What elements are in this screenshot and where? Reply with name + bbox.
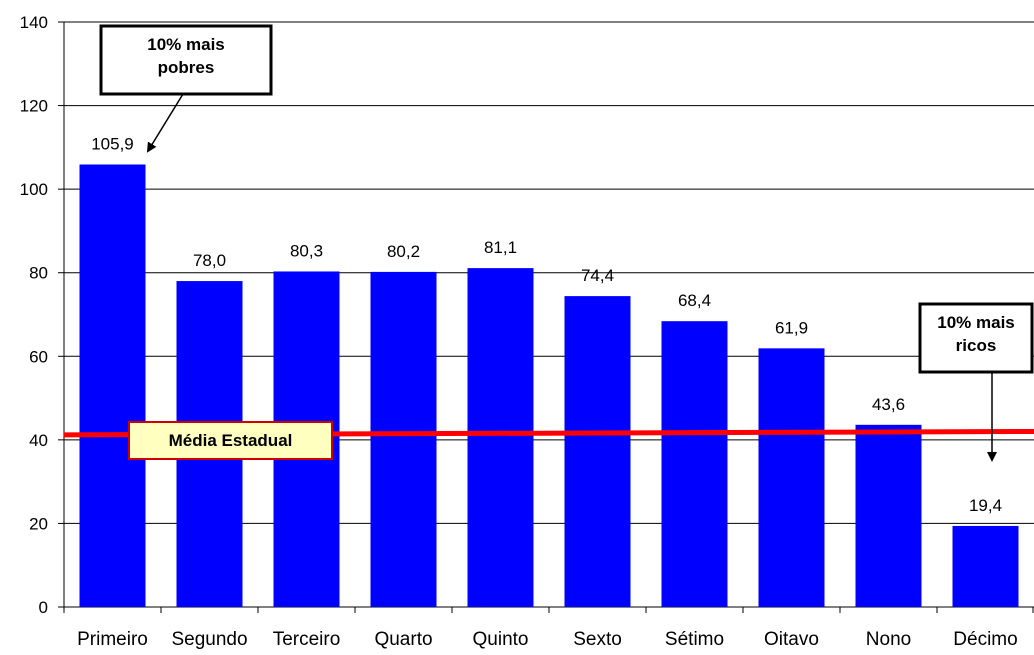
reference-label: Média Estadual [169, 431, 293, 450]
y-tick-label: 0 [39, 598, 48, 617]
data-label: 80,2 [387, 242, 420, 261]
annotation-richest: 10% mais ricos [918, 302, 1034, 462]
annotation-text: 10% mais [937, 313, 1015, 332]
annotations: 10% mais pobres 10% mais ricos [99, 24, 1034, 462]
annotation-text: 10% mais [147, 35, 225, 54]
annotation-arrow [146, 93, 184, 153]
bar-quinto [467, 268, 534, 607]
data-label: 81,1 [484, 238, 517, 257]
reference-label-box [128, 421, 333, 460]
y-tick-label: 20 [29, 514, 48, 533]
x-category-label: Terceiro [273, 629, 341, 650]
x-category-label: Segundo [171, 629, 247, 650]
data-label: 105,9 [91, 134, 134, 153]
data-label: 68,4 [678, 291, 711, 310]
x-category-label: Quinto [473, 629, 529, 650]
annotation-box [918, 302, 1034, 374]
reference-line-group: Média Estadual [63, 421, 1034, 460]
data-label: 19,4 [969, 496, 1002, 515]
bar-quarto [370, 271, 437, 607]
data-labels: 105,9 78,0 80,3 80,2 81,1 74,4 68,4 61,9 43,6 19,… [91, 134, 1002, 514]
y-tick-label: 80 [29, 264, 48, 283]
data-label: 61,9 [775, 318, 808, 337]
annotation-text: ricos [956, 336, 997, 355]
annotation-box [99, 24, 273, 96]
x-category-label: Oitavo [764, 629, 819, 650]
x-category-label: Nono [866, 629, 911, 650]
x-category-label: Décimo [953, 629, 1017, 650]
annotation-text: pobres [158, 58, 215, 77]
data-label: 43,6 [872, 395, 905, 414]
bar-nono [855, 424, 922, 607]
y-tick-label: 40 [29, 431, 48, 450]
y-tick-label: 120 [20, 97, 48, 116]
data-label: 80,3 [290, 241, 323, 260]
bar-primeiro [79, 164, 146, 607]
x-category-label: Quarto [374, 629, 432, 650]
annotation-poorest: 10% mais pobres [99, 24, 273, 153]
x-category-label: Sétimo [665, 629, 724, 650]
bar-oitavo [758, 348, 825, 607]
bar-sexto [564, 296, 631, 607]
bar-sétimo [661, 321, 728, 607]
y-tick-label: 100 [20, 180, 48, 199]
data-label: 74,4 [581, 266, 614, 285]
bars [79, 164, 1019, 607]
y-tick-label: 60 [29, 347, 48, 366]
y-tick-label: 140 [20, 13, 48, 32]
x-category-label: Primeiro [77, 629, 148, 650]
data-label: 78,0 [193, 251, 226, 270]
bar-décimo [952, 525, 1019, 607]
x-category-label: Sexto [573, 629, 622, 650]
